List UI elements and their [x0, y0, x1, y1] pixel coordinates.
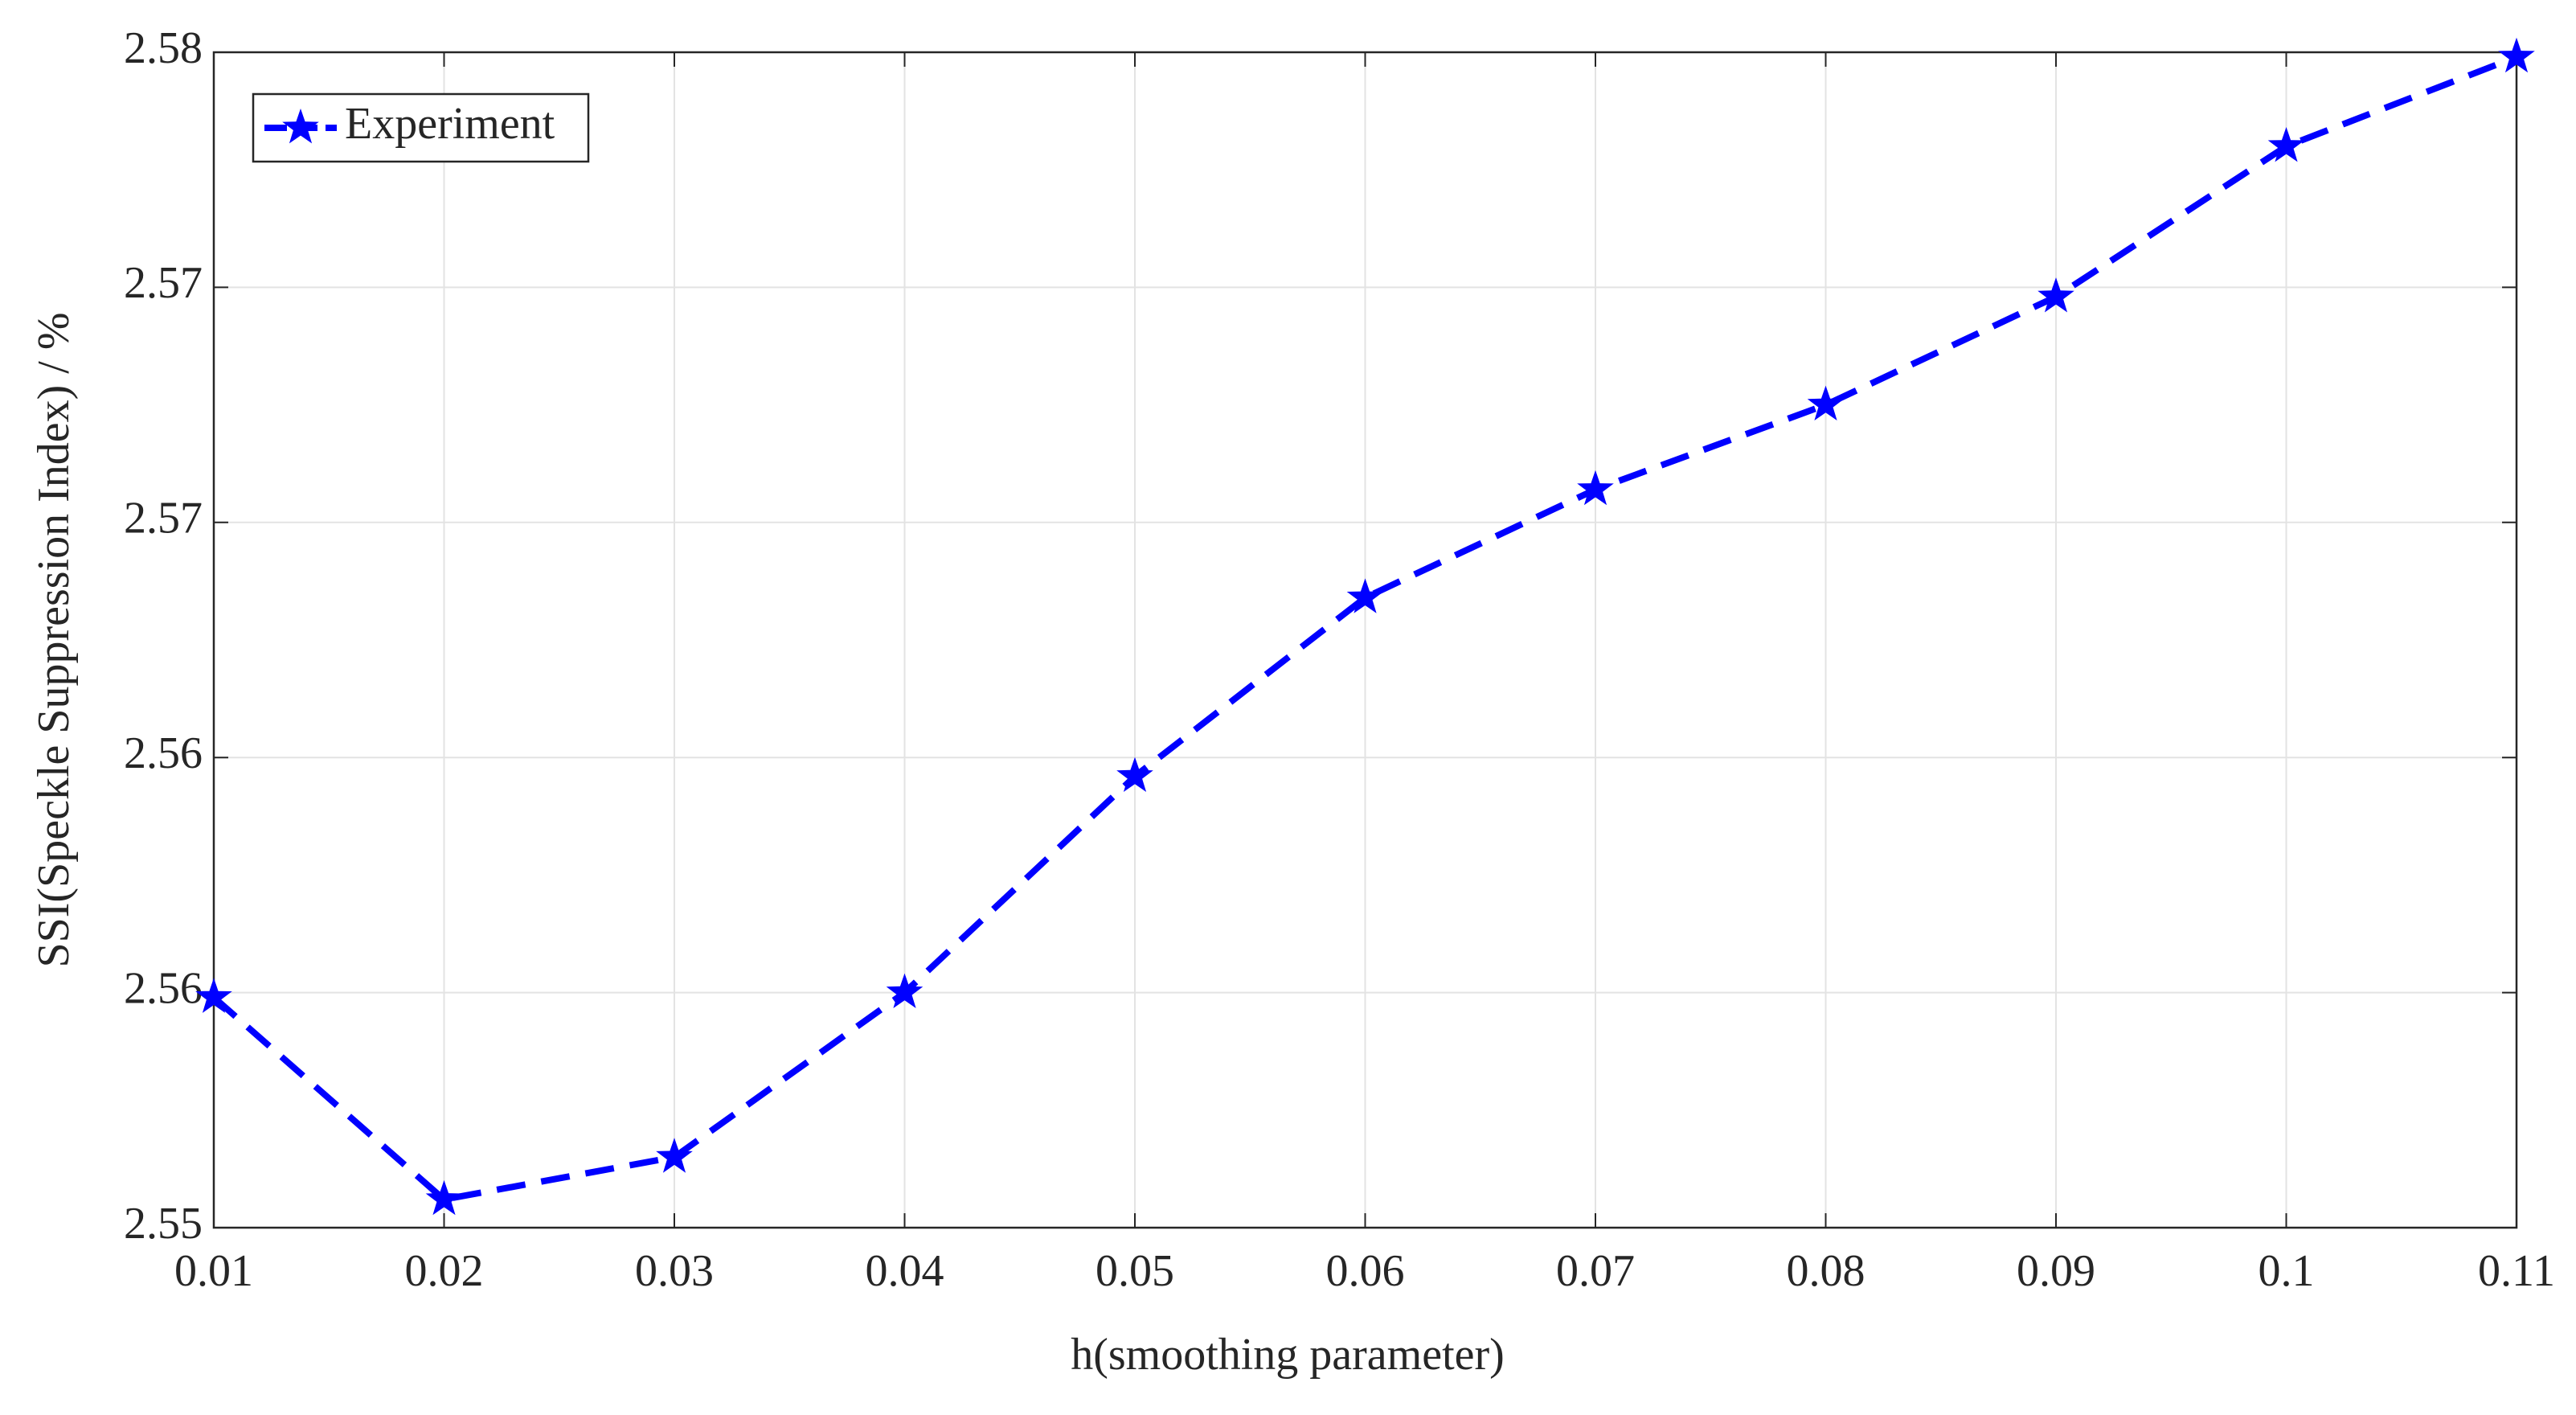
star-marker	[1116, 757, 1153, 792]
x-tick-label: 0.11	[2478, 1246, 2555, 1296]
y-tick-label: 2.55	[124, 1199, 203, 1249]
x-tick-label: 0.09	[2017, 1246, 2095, 1296]
x-tick-label: 0.03	[635, 1246, 714, 1296]
y-tick-label: 2.58	[124, 23, 203, 73]
legend-label: Experiment	[345, 99, 555, 149]
line-series	[211, 54, 2518, 1203]
y-tick-label: 2.57	[124, 494, 203, 543]
y-tick-label: 2.56	[124, 728, 203, 778]
x-axis-label: h(smoothing parameter)	[1071, 1330, 1505, 1380]
star-marker	[425, 1179, 463, 1216]
x-tick-label: 0.05	[1096, 1246, 1174, 1296]
y-axis-label: SSI(Speckle Suppression Index) / %	[29, 312, 79, 967]
x-tick-label: 0.06	[1326, 1246, 1405, 1296]
star-marker	[1577, 470, 1614, 506]
x-tick-label: 0.1	[2259, 1246, 2315, 1296]
legend-marker	[282, 109, 319, 144]
y-tick-label: 2.57	[124, 258, 203, 308]
star-marker	[1807, 385, 1845, 420]
x-tick-label: 0.01	[174, 1246, 253, 1296]
x-tick-label: 0.07	[1556, 1246, 1635, 1296]
star-marker	[656, 1138, 693, 1173]
x-tick-label: 0.02	[405, 1246, 484, 1296]
y-tick-label: 2.56	[124, 963, 203, 1013]
star-marker	[2037, 277, 2074, 313]
star-marker	[195, 978, 232, 1013]
x-tick-label: 0.08	[1787, 1246, 1865, 1296]
star-marker	[2267, 127, 2305, 162]
star-marker	[2498, 37, 2535, 73]
star-marker	[1346, 578, 1384, 613]
star-marker	[886, 973, 924, 1008]
x-tick-label: 0.04	[866, 1246, 944, 1296]
plot-frame	[212, 51, 2518, 1229]
